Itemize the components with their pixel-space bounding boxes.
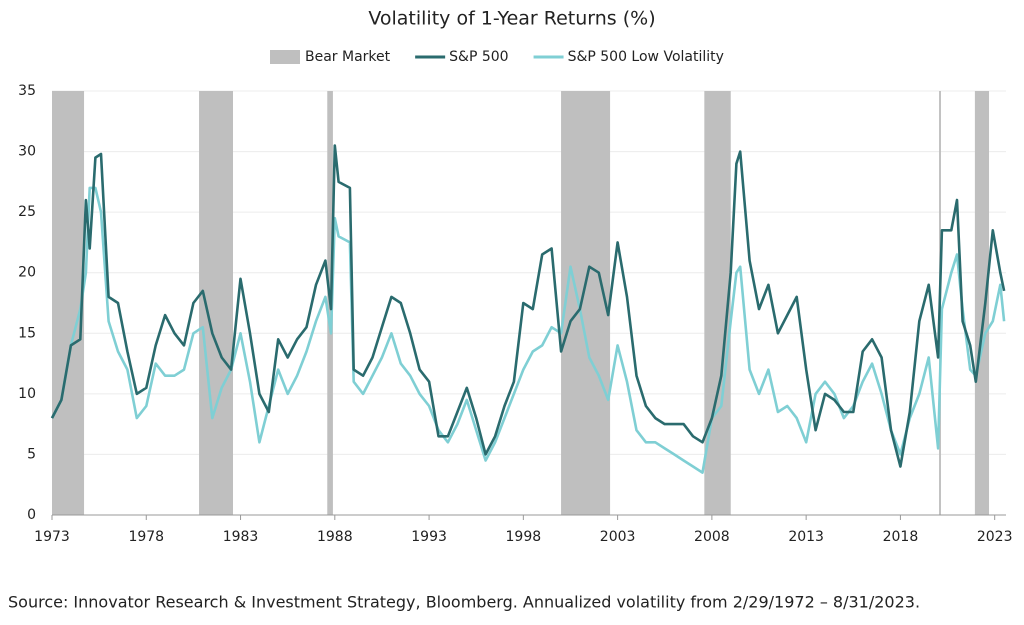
legend-label: S&P 500 Low Volatility xyxy=(568,49,724,65)
x-tick-label: 2008 xyxy=(694,529,730,545)
x-tick-label: 1978 xyxy=(128,529,164,545)
source-note: Source: Innovator Research & Investment … xyxy=(8,593,920,612)
legend-label: S&P 500 xyxy=(449,49,508,65)
legend-label: Bear Market xyxy=(305,49,391,65)
y-tick-label: 35 xyxy=(18,83,36,99)
y-tick-label: 25 xyxy=(18,204,36,220)
legend-swatch xyxy=(270,50,300,64)
bear-market-band xyxy=(561,91,611,515)
series-line xyxy=(50,186,1006,474)
y-tick-label: 0 xyxy=(27,507,36,523)
bear-market-band xyxy=(52,91,85,515)
y-tick-label: 5 xyxy=(27,446,36,462)
x-tick-label: 1998 xyxy=(506,529,542,545)
y-tick-label: 30 xyxy=(18,144,36,160)
x-tick-label: 1993 xyxy=(411,529,447,545)
x-tick-label: 2003 xyxy=(600,529,636,545)
bear-market-band xyxy=(199,91,233,515)
x-tick-label: 2013 xyxy=(788,529,824,545)
x-tick-label: 1988 xyxy=(317,529,353,545)
y-tick-label: 15 xyxy=(18,325,36,341)
bear-market-band xyxy=(704,91,731,515)
bear-market-band xyxy=(974,91,990,515)
y-tick-label: 10 xyxy=(18,386,36,402)
x-tick-label: 2018 xyxy=(883,529,919,545)
chart-title: Volatility of 1-Year Returns (%) xyxy=(368,8,655,30)
series-line xyxy=(50,144,1006,468)
x-tick-label: 1973 xyxy=(34,529,70,545)
x-tick-label: 1983 xyxy=(223,529,259,545)
y-tick-label: 20 xyxy=(18,265,36,281)
x-tick-label: 2023 xyxy=(977,529,1013,545)
